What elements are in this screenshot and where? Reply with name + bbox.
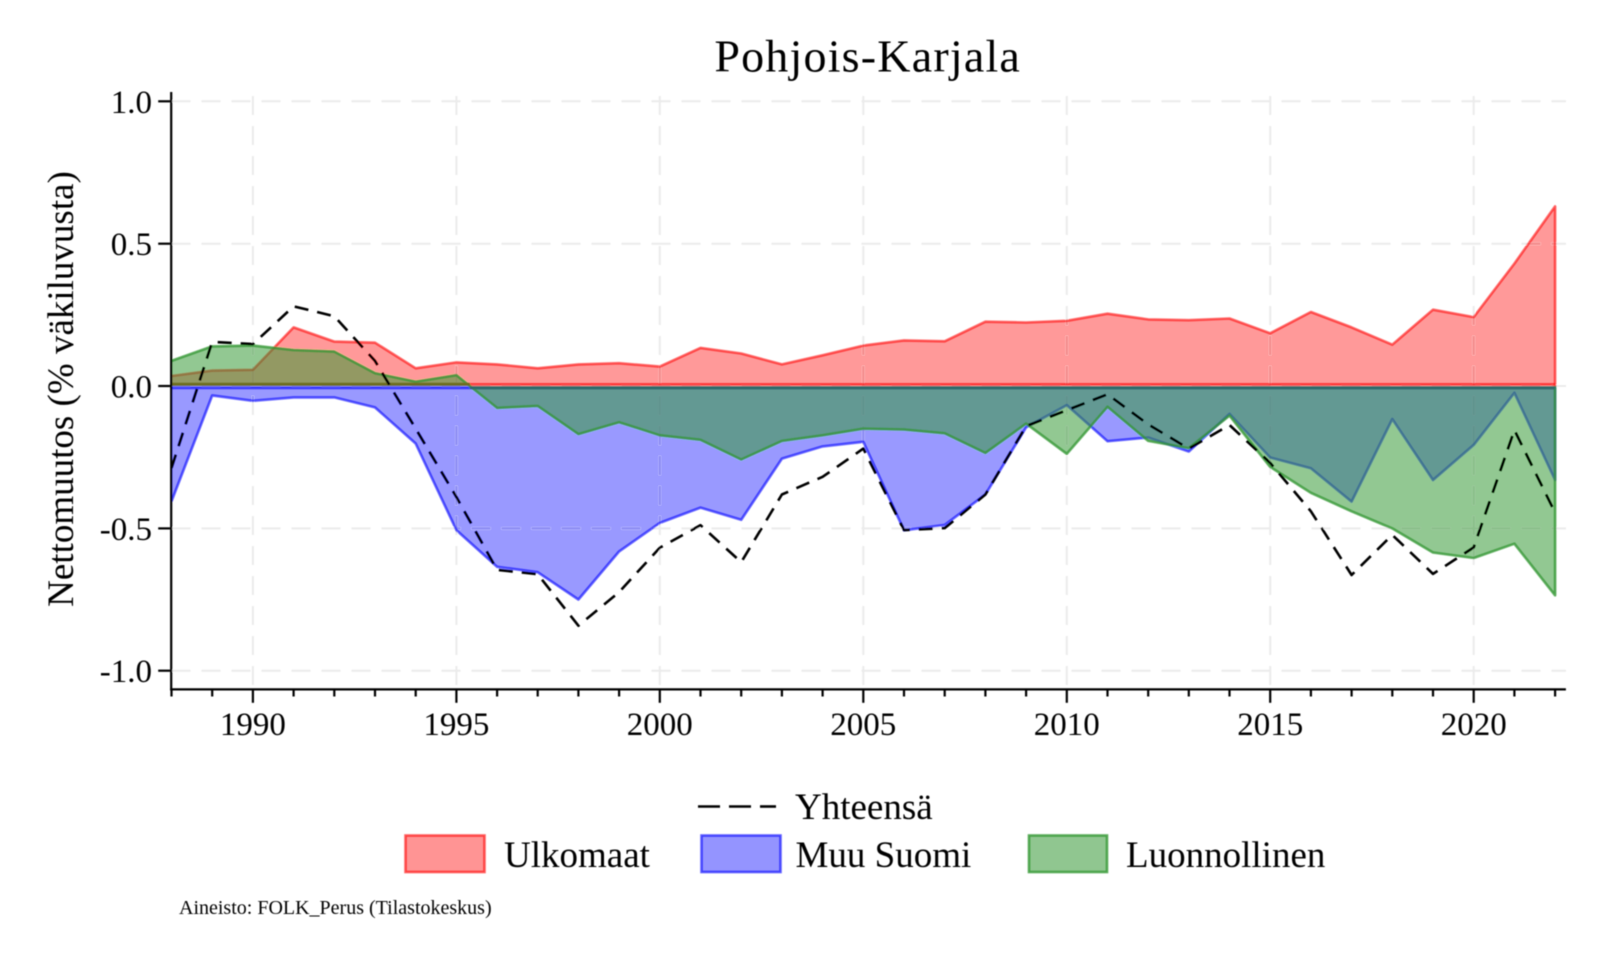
svg-text:1995: 1995 [423, 707, 489, 743]
svg-text:Nettomuutos (% väkiluvusta): Nettomuutos (% väkiluvusta) [41, 171, 82, 607]
svg-text:2000: 2000 [627, 707, 693, 743]
svg-text:2005: 2005 [830, 707, 896, 743]
svg-text:0.0: 0.0 [111, 370, 152, 406]
svg-text:Pohjois-Karjala: Pohjois-Karjala [714, 31, 1021, 82]
svg-text:2015: 2015 [1237, 707, 1303, 743]
svg-text:Muu Suomi: Muu Suomi [796, 835, 972, 876]
svg-text:1990: 1990 [220, 707, 286, 743]
svg-text:-1.0: -1.0 [100, 654, 152, 690]
svg-text:2010: 2010 [1034, 707, 1100, 743]
svg-text:2020: 2020 [1441, 707, 1507, 743]
svg-text:-0.5: -0.5 [100, 512, 152, 548]
svg-text:1.0: 1.0 [111, 85, 152, 121]
svg-text:0.5: 0.5 [111, 227, 152, 263]
svg-text:Yhteensä: Yhteensä [795, 787, 933, 828]
svg-text:Ulkomaat: Ulkomaat [504, 835, 651, 876]
svg-text:Luonnollinen: Luonnollinen [1126, 835, 1325, 876]
svg-text:Aineisto: FOLK_Perus (Tilastok: Aineisto: FOLK_Perus (Tilastokeskus) [179, 897, 492, 919]
